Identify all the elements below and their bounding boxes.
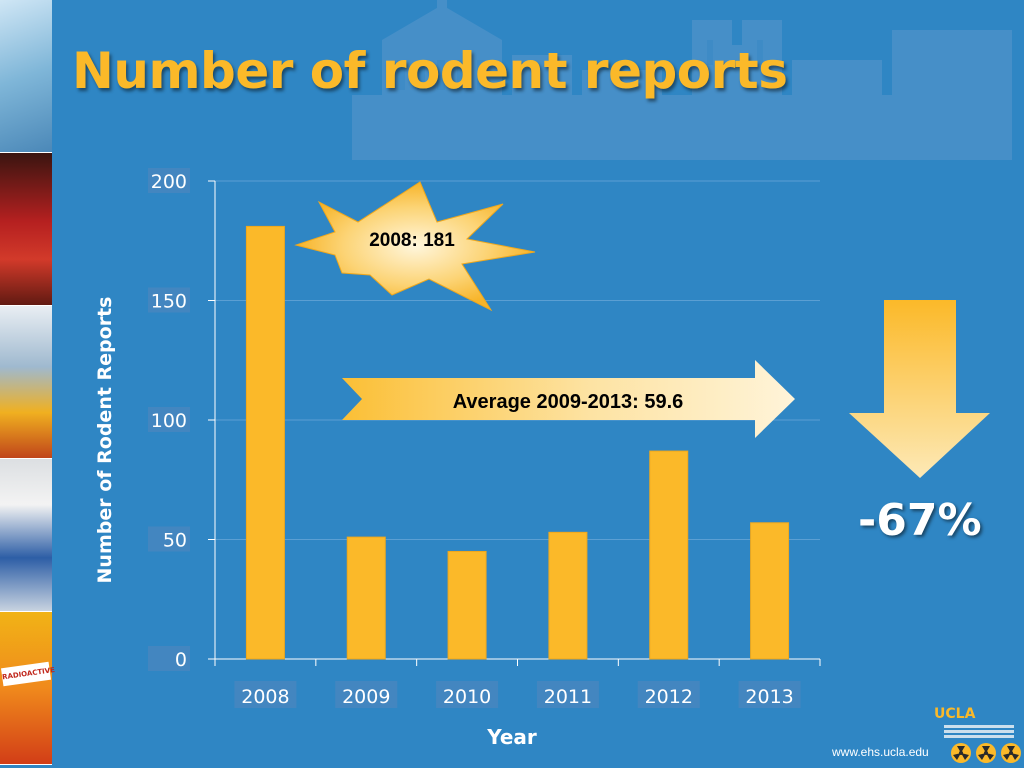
y-tick-label-bg [148, 646, 190, 671]
lab-photo-tile [0, 0, 52, 153]
y-tick-label: 100 [151, 410, 187, 432]
x-tick-label-bg [738, 681, 801, 708]
average-arrow-shape [342, 360, 795, 438]
x-tick-labels: 2008 2009 2010 2011 2012 2013 [234, 681, 801, 708]
y-axis-label: Number of Rodent Reports [94, 297, 116, 584]
down-arrow-icon [849, 300, 990, 478]
bars [245, 225, 790, 660]
starburst-label: 2008: 181 [369, 230, 455, 251]
bar-2008 [245, 225, 285, 660]
bar-2009 [346, 536, 386, 660]
y-tick-label: 200 [151, 171, 187, 193]
axes [208, 180, 821, 666]
website-link[interactable]: www.ehs.ucla.edu [832, 745, 929, 759]
bar-2011 [548, 531, 588, 660]
hazard-badges-icon [951, 743, 1021, 763]
x-tick-label: 2009 [342, 686, 390, 708]
y-tick-label-bg [148, 526, 190, 552]
average-arrow-callout: Average 2009-2013: 59.6 [342, 360, 795, 438]
researcher-photo-tile [0, 459, 52, 612]
x-tick-label: 2010 [443, 686, 491, 708]
x-tick-label-bg [234, 681, 297, 708]
bar-2010 [447, 550, 487, 660]
x-tick-label-bg [536, 681, 599, 708]
responder-photo-tile [0, 153, 52, 306]
x-tick-label: 2008 [241, 686, 289, 708]
photo-strip: RADIOACTIVE [0, 0, 55, 768]
x-tick-label-bg [436, 681, 499, 708]
x-tick-label: 2013 [745, 686, 793, 708]
y-tick-labels: 0 50 100 150 200 [148, 168, 190, 671]
y-tick-label: 150 [151, 291, 187, 313]
x-tick-label-bg [637, 681, 700, 708]
radioactive-photo-tile [0, 612, 52, 765]
ehs-logo-lines [944, 725, 1014, 740]
gridlines [215, 180, 820, 540]
campus-skyline-background [352, 0, 1012, 160]
y-tick-label-bg [148, 287, 190, 313]
starburst-shape [294, 181, 536, 312]
test-tubes-photo-tile [0, 306, 52, 459]
average-arrow-label: Average 2009-2013: 59.6 [453, 391, 684, 413]
bar-2012 [649, 450, 689, 660]
starburst-callout: 2008: 181 [294, 181, 536, 312]
y-tick-label: 50 [163, 530, 187, 552]
ucla-logo: UCLA [934, 706, 976, 722]
x-axis-label: Year [486, 725, 537, 749]
x-tick-label: 2011 [544, 686, 592, 708]
x-tick-label: 2012 [645, 686, 693, 708]
percent-change-label: -67% [858, 495, 982, 546]
y-tick-label-bg [148, 168, 190, 193]
x-tick-label-bg [335, 681, 398, 708]
slide-title: Number of rodent reports [72, 42, 788, 100]
y-tick-label: 0 [175, 649, 187, 671]
bar-2013 [750, 522, 790, 660]
y-tick-label-bg [148, 407, 190, 432]
